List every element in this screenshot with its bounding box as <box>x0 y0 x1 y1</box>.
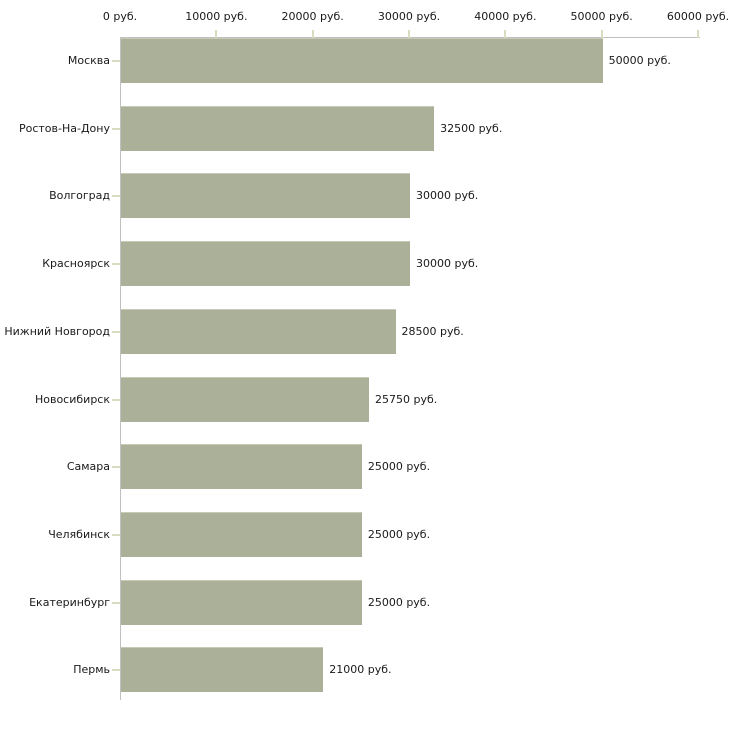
y-axis-tick-mark <box>112 398 120 401</box>
y-axis-tick-mark <box>112 127 120 130</box>
y-axis-tick-mark <box>112 60 120 62</box>
bar-row: Красноярск 30000 руб. <box>0 241 730 287</box>
bar-row: Ростов-На-Дону 32500 руб. <box>0 105 730 151</box>
category-label: Волгоград <box>49 189 110 203</box>
x-axis-tick-label: 40000 руб. <box>474 10 537 23</box>
bar-row: Самара 25000 руб. <box>0 444 730 490</box>
bar-row: Пермь 21000 руб. <box>0 647 730 693</box>
bar-row: Волгоград 30000 руб. <box>0 173 730 219</box>
y-axis-tick-mark <box>112 601 120 604</box>
category-label: Екатеринбург <box>29 595 110 609</box>
x-axis-tick-mark <box>408 30 410 38</box>
bar-row: Нижний Новгород 28500 руб. <box>0 308 730 354</box>
bar <box>121 173 410 219</box>
bar-row: Екатеринбург 25000 руб. <box>0 579 730 625</box>
y-axis-tick-mark <box>112 669 120 672</box>
x-axis-tick-label: 30000 руб. <box>377 10 441 23</box>
y-axis-tick-mark <box>112 263 120 266</box>
x-axis-tick-mark <box>311 30 314 38</box>
category-label: Москва <box>67 54 110 67</box>
value-label: 25000 руб. <box>367 527 431 541</box>
bar <box>121 376 370 422</box>
x-axis-tick-mark <box>697 30 699 38</box>
bar <box>121 511 362 557</box>
value-label: 30000 руб. <box>416 189 479 203</box>
category-label: Пермь <box>73 663 110 677</box>
value-label: 25750 руб. <box>375 392 438 406</box>
bar-row: Челябинск 25000 руб. <box>0 511 730 557</box>
x-axis-tick-label: 60000 руб. <box>666 10 730 23</box>
value-label: 25000 руб. <box>367 460 431 474</box>
x-axis-tick-label: 10000 руб. <box>185 10 248 23</box>
x-axis-tick-label: 20000 руб. <box>281 10 344 23</box>
category-label: Нижний Новгород <box>4 324 110 338</box>
category-label: Новосибирск <box>34 392 110 406</box>
value-label: 28500 руб. <box>401 324 464 338</box>
bar-row: Новосибирск 25750 руб. <box>0 376 730 422</box>
category-label: Челябинск <box>48 527 110 541</box>
bar <box>121 241 410 287</box>
value-label: 21000 руб. <box>329 663 392 677</box>
plot-area <box>120 37 700 700</box>
y-axis-tick-mark <box>112 330 120 333</box>
bar <box>121 579 362 625</box>
bar <box>121 647 324 693</box>
value-label: 25000 руб. <box>367 595 431 609</box>
value-label: 50000 руб. <box>608 54 671 67</box>
bar <box>121 105 435 151</box>
x-axis-tick-label: 50000 руб. <box>570 10 633 23</box>
x-axis-tick-mark <box>215 30 218 38</box>
value-label: 32500 руб. <box>440 121 503 135</box>
x-axis-tick-mark <box>600 30 603 38</box>
category-label: Самара <box>66 460 110 474</box>
x-axis-tick-label: 0 руб. <box>102 10 138 23</box>
bar <box>121 38 603 83</box>
category-label: Красноярск <box>42 257 110 271</box>
bar <box>121 308 396 354</box>
x-axis-tick-mark <box>504 30 507 38</box>
category-label: Ростов-На-Дону <box>18 121 110 135</box>
y-axis-tick-mark <box>112 533 120 536</box>
y-axis-tick-mark <box>112 466 120 469</box>
value-label: 30000 руб. <box>416 257 479 271</box>
y-axis-tick-mark <box>112 195 120 198</box>
bar <box>121 444 362 490</box>
bar-row: Москва 50000 руб. <box>0 38 730 83</box>
